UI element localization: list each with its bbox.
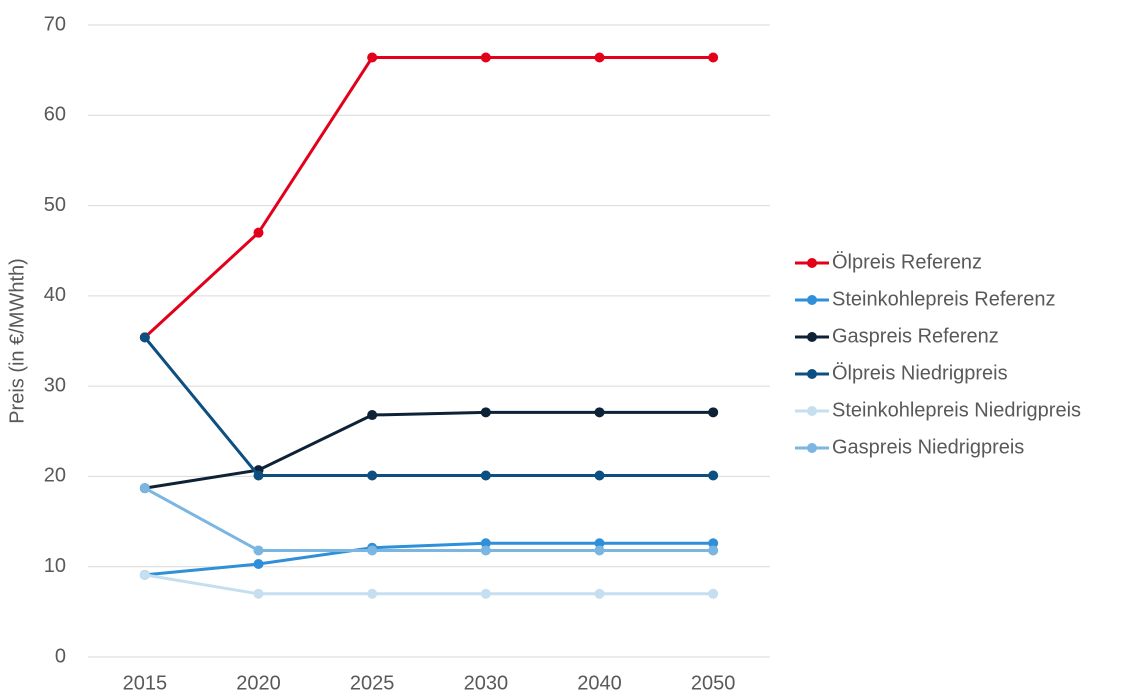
series-line	[144, 486, 714, 552]
data-point	[480, 545, 491, 556]
data-point	[480, 470, 491, 481]
x-tick-label: 2020	[236, 672, 281, 694]
y-axis-label: Preis (in €/MWhth)	[6, 258, 28, 424]
data-point	[139, 332, 150, 343]
series-line	[144, 573, 714, 596]
x-tick-label: 2015	[123, 672, 168, 694]
series-line	[144, 541, 714, 577]
data-point	[708, 52, 719, 63]
series-line	[143, 336, 714, 478]
y-tick-label: 60	[44, 104, 66, 126]
legend-marker	[807, 332, 817, 342]
data-point	[594, 52, 605, 63]
data-point	[367, 545, 378, 556]
x-tick-label: 2040	[577, 672, 622, 694]
data-point	[594, 538, 605, 549]
data-point	[253, 559, 264, 570]
x-tick-label: 2025	[350, 672, 395, 694]
legend-label: Gaspreis Niedrigpreis	[832, 436, 1024, 458]
data-point	[253, 588, 264, 599]
data-point	[480, 407, 491, 418]
data-point	[708, 545, 719, 556]
y-tick-label: 20	[44, 465, 66, 487]
data-point	[253, 545, 264, 556]
data-point	[708, 407, 719, 418]
data-point	[253, 227, 264, 238]
legend-marker	[807, 406, 817, 416]
data-point	[480, 588, 491, 599]
y-tick-label: 70	[44, 13, 66, 35]
data-point	[708, 538, 719, 549]
legend-label: Steinkohlepreis Referenz	[832, 288, 1055, 310]
data-point	[480, 538, 491, 549]
legend-marker	[807, 443, 817, 453]
data-point	[253, 470, 264, 481]
data-point	[367, 588, 378, 599]
legend-label: Ölpreis Referenz	[832, 251, 982, 273]
legend-marker	[807, 295, 817, 305]
series-line	[143, 56, 714, 339]
y-tick-label: 40	[44, 284, 66, 306]
data-point	[367, 410, 378, 421]
data-point	[367, 52, 378, 63]
data-point	[708, 470, 719, 481]
y-tick-label: 10	[44, 555, 66, 577]
y-tick-label: 50	[44, 194, 66, 216]
data-point	[139, 569, 150, 580]
legend-marker	[807, 258, 817, 268]
x-tick-label: 2050	[691, 672, 736, 694]
legend-marker	[807, 369, 817, 379]
x-tick-label: 2030	[464, 672, 509, 694]
y-tick-label: 30	[44, 374, 66, 396]
data-point	[480, 52, 491, 63]
data-point	[139, 483, 150, 494]
y-tick-label: 0	[55, 645, 66, 667]
data-point	[367, 470, 378, 481]
data-point	[594, 407, 605, 418]
data-point	[708, 588, 719, 599]
legend-label: Ölpreis Niedrigpreis	[832, 362, 1008, 384]
data-point	[594, 588, 605, 599]
legend-label: Gaspreis Referenz	[832, 325, 999, 347]
legend-label: Steinkohlepreis Niedrigpreis	[832, 399, 1081, 421]
data-point	[594, 545, 605, 556]
series-line	[144, 410, 714, 490]
data-point	[594, 470, 605, 481]
